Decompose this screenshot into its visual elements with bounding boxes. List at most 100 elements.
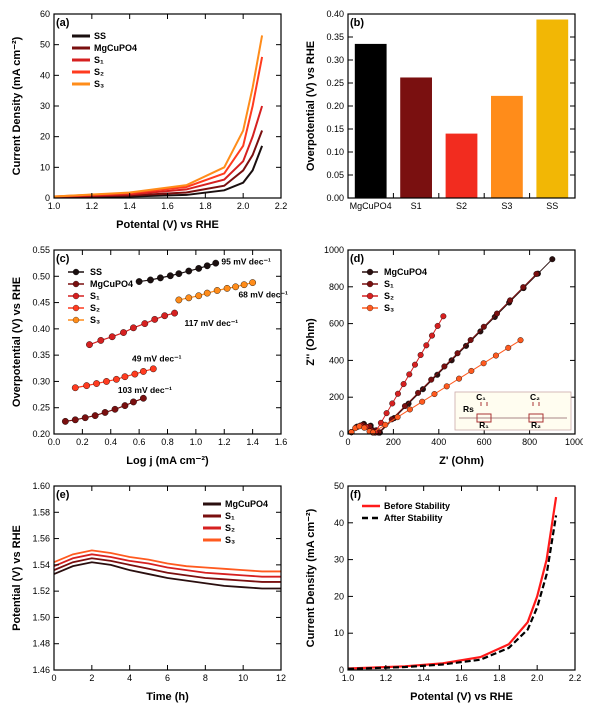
svg-text:1.54: 1.54 [32,560,50,570]
svg-text:1.2: 1.2 [218,437,231,447]
svg-text:Overpotential (V) vs RHE: Overpotential (V) vs RHE [305,41,317,171]
svg-text:20: 20 [333,591,343,601]
svg-text:MgCuPO4: MgCuPO4 [384,267,427,277]
svg-text:600: 600 [476,437,491,447]
svg-text:0.20: 0.20 [32,429,50,439]
svg-text:2: 2 [89,673,94,683]
svg-text:40: 40 [40,70,50,80]
svg-text:2.0: 2.0 [530,673,543,683]
chart-a: 1.01.21.41.61.82.02.20102030405060Potent… [6,6,289,234]
svg-text:MgCuPO4: MgCuPO4 [349,201,391,211]
svg-text:S₁: S₁ [384,279,394,289]
svg-text:1.6: 1.6 [455,673,468,683]
svg-text:(a): (a) [56,17,70,29]
svg-text:S3: S3 [501,201,512,211]
svg-text:10: 10 [40,162,50,172]
svg-text:400: 400 [328,355,343,365]
svg-text:0.10: 0.10 [326,147,344,157]
svg-text:800: 800 [522,437,537,447]
svg-text:0.4: 0.4 [104,437,117,447]
svg-text:Before Stability: Before Stability [384,501,450,511]
svg-text:0.15: 0.15 [326,124,344,134]
svg-text:0.40: 0.40 [32,324,50,334]
svg-text:SS: SS [90,267,102,277]
svg-text:1.0: 1.0 [190,437,203,447]
svg-text:200: 200 [385,437,400,447]
svg-text:0.6: 0.6 [133,437,146,447]
svg-text:C₁: C₁ [476,392,486,402]
svg-text:0: 0 [45,193,50,203]
svg-text:1.50: 1.50 [32,612,50,622]
svg-text:1.2: 1.2 [86,201,99,211]
svg-text:0: 0 [338,665,343,675]
svg-text:S₃: S₃ [90,315,100,325]
svg-text:MgCuPO4: MgCuPO4 [90,279,133,289]
svg-text:S₃: S₃ [225,535,235,545]
svg-text:Potental (V) vs RHE: Potental (V) vs RHE [116,219,219,231]
svg-text:Overpotential (V) vs RHE: Overpotential (V) vs RHE [11,277,23,407]
svg-text:0.55: 0.55 [32,245,50,255]
svg-text:R₂: R₂ [531,420,541,430]
svg-text:0.30: 0.30 [326,55,344,65]
chart-f: 1.01.21.41.61.82.02.201020304050Potental… [300,478,583,706]
panel-a: 1.01.21.41.61.82.02.20102030405060Potent… [6,6,292,234]
svg-text:1.58: 1.58 [32,507,50,517]
svg-text:(e): (e) [56,489,70,501]
svg-text:(b): (b) [350,17,364,29]
svg-text:0.2: 0.2 [76,437,89,447]
svg-text:1.2: 1.2 [379,673,392,683]
svg-text:1.48: 1.48 [32,639,50,649]
svg-text:Current Density (mA cm⁻²): Current Density (mA cm⁻²) [305,508,317,647]
svg-text:Current Density (mA cm⁻²): Current Density (mA cm⁻²) [11,36,23,175]
svg-text:2.2: 2.2 [275,201,288,211]
svg-text:1.46: 1.46 [32,665,50,675]
svg-text:SS: SS [546,201,558,211]
svg-text:S₁: S₁ [90,291,100,301]
panel-f: 1.01.21.41.61.82.02.201020304050Potental… [300,478,586,706]
svg-text:1.6: 1.6 [275,437,288,447]
svg-text:0.20: 0.20 [326,101,344,111]
svg-text:6: 6 [165,673,170,683]
svg-text:10: 10 [333,628,343,638]
svg-text:(c): (c) [56,253,70,265]
svg-text:(d): (d) [350,253,364,265]
svg-text:S2: S2 [455,201,466,211]
svg-text:C₂: C₂ [530,392,540,402]
svg-text:0.25: 0.25 [32,403,50,413]
svg-text:1.4: 1.4 [246,437,259,447]
svg-text:103 mV dec⁻¹: 103 mV dec⁻¹ [118,385,172,395]
svg-text:95 mV dec⁻¹: 95 mV dec⁻¹ [221,257,271,267]
svg-text:1.6: 1.6 [161,201,174,211]
svg-text:After Stability: After Stability [384,513,443,523]
svg-text:Potental (V) vs RHE: Potental (V) vs RHE [410,691,513,703]
svg-text:0: 0 [51,673,56,683]
svg-text:0: 0 [338,429,343,439]
svg-text:1.8: 1.8 [493,673,506,683]
svg-text:1.4: 1.4 [123,201,136,211]
svg-text:1.8: 1.8 [199,201,212,211]
svg-text:1.60: 1.60 [32,481,50,491]
svg-text:10: 10 [238,673,248,683]
svg-text:117 mV dec⁻¹: 117 mV dec⁻¹ [185,318,239,328]
svg-text:0.40: 0.40 [326,9,344,19]
chart-e: 0246810121.461.481.501.521.541.561.581.6… [6,478,289,706]
svg-text:Potential (V) vs RHE: Potential (V) vs RHE [11,525,23,631]
svg-text:2.0: 2.0 [237,201,250,211]
svg-text:200: 200 [328,392,343,402]
svg-text:12: 12 [276,673,286,683]
svg-text:4: 4 [127,673,132,683]
svg-text:R₁: R₁ [479,420,489,430]
panel-b: 0.000.050.100.150.200.250.300.350.40Over… [300,6,586,234]
svg-text:Z' (Ohm): Z' (Ohm) [439,455,484,467]
svg-text:S₃: S₃ [94,79,104,89]
svg-text:1.4: 1.4 [417,673,430,683]
panel-e: 0246810121.461.481.501.521.541.561.581.6… [6,478,292,706]
svg-text:0.35: 0.35 [326,32,344,42]
svg-text:49 mV dec⁻¹: 49 mV dec⁻¹ [132,353,182,363]
svg-text:0.50: 0.50 [32,271,50,281]
svg-text:30: 30 [333,555,343,565]
svg-text:0.00: 0.00 [326,193,344,203]
svg-text:S₂: S₂ [384,291,394,301]
svg-text:S₂: S₂ [94,67,104,77]
svg-text:Z'' (Ohm): Z'' (Ohm) [305,318,317,366]
